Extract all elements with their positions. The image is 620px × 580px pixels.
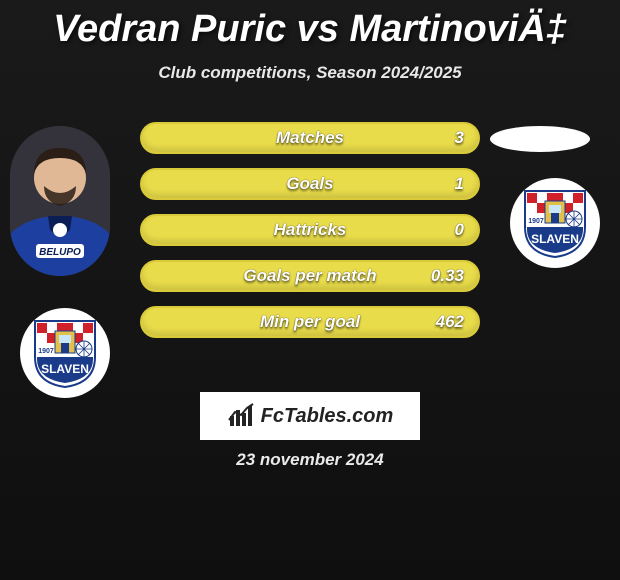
stat-row-hattricks: Hattricks 0 — [140, 214, 480, 246]
stat-value: 3 — [455, 128, 464, 148]
stat-value: 0.33 — [431, 266, 464, 286]
slaven-crest-right: 1907 SLAVEN — [523, 187, 587, 259]
club-badge-left: 1907 SLAVEN — [20, 308, 110, 398]
player-photo-right-placeholder — [490, 126, 590, 152]
svg-text:SLAVEN: SLAVEN — [41, 362, 89, 376]
svg-text:SLAVEN: SLAVEN — [531, 232, 579, 246]
brand-text: FcTables.com — [261, 405, 394, 428]
club-badge-right: 1907 SLAVEN — [510, 178, 600, 268]
stat-label: Min per goal — [260, 312, 360, 332]
stat-label: Matches — [276, 128, 344, 148]
stat-value: 462 — [436, 312, 464, 332]
svg-text:1907: 1907 — [38, 348, 54, 355]
stat-label: Goals per match — [243, 266, 376, 286]
subtitle: Club competitions, Season 2024/2025 — [0, 63, 620, 83]
stat-row-goals: Goals 1 — [140, 168, 480, 200]
brand-box[interactable]: FcTables.com — [200, 392, 420, 440]
stat-label: Goals — [286, 174, 333, 194]
page-title: Vedran Puric vs MartinoviÄ‡ — [0, 0, 620, 51]
slaven-crest-left: 1907 SLAVEN — [33, 317, 97, 389]
stat-row-goals-per-match: Goals per match 0.33 — [140, 260, 480, 292]
stat-value: 0 — [455, 220, 464, 240]
svg-text:BELUPO: BELUPO — [39, 247, 81, 258]
stat-row-matches: Matches 3 — [140, 122, 480, 154]
brand-chart-icon — [227, 402, 255, 430]
stats-container: Matches 3 Goals 1 Hattricks 0 Goals per … — [140, 122, 480, 352]
date-line: 23 november 2024 — [0, 450, 620, 470]
stat-row-min-per-goal: Min per goal 462 — [140, 306, 480, 338]
stat-value: 1 — [455, 174, 464, 194]
player-photo-left: BELUPO — [10, 126, 110, 276]
player-avatar-svg: BELUPO — [10, 126, 110, 276]
svg-text:1907: 1907 — [528, 218, 544, 225]
stat-label: Hattricks — [274, 220, 347, 240]
